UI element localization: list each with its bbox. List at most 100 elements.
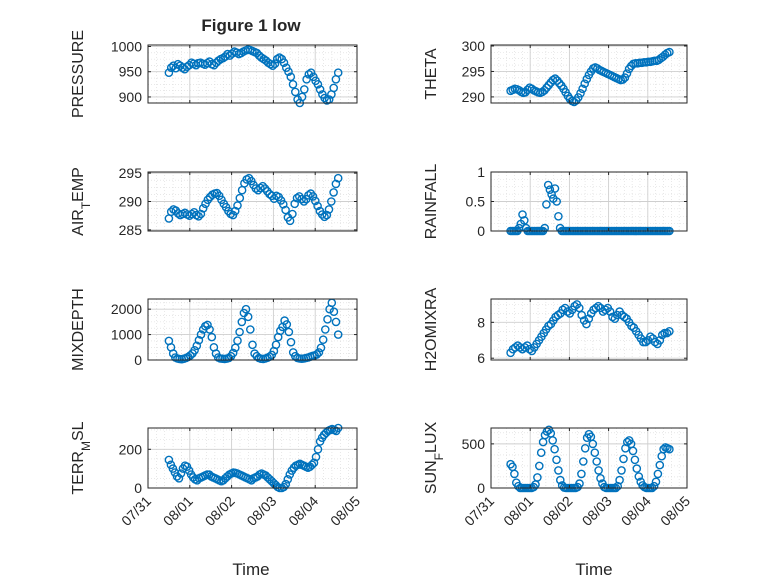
data-point: [333, 68, 343, 77]
data-point: [270, 59, 280, 69]
data-point: [306, 68, 316, 77]
data-point: [653, 469, 663, 479]
data-point: [630, 455, 640, 465]
data-point: [627, 321, 636, 331]
y-tick-label: 6: [477, 350, 485, 366]
data-point: [250, 349, 259, 358]
data-point: [214, 56, 223, 65]
data-point: [312, 350, 322, 359]
data-point: [284, 67, 293, 76]
data-point: [510, 469, 519, 479]
data-point: [166, 63, 176, 72]
data-point: [245, 325, 255, 334]
data-point: [333, 330, 343, 339]
data-point: [256, 183, 265, 193]
data-point: [286, 72, 296, 82]
data-point: [329, 188, 338, 197]
subplot-air-temp: 285 290 295 AIRTEMP: [70, 165, 358, 238]
data-point: [320, 93, 329, 103]
data-point: [235, 193, 245, 203]
data-point: [248, 340, 257, 350]
data-point: [622, 69, 632, 78]
data-point: [563, 307, 572, 316]
y-tick-label: 1: [477, 164, 485, 180]
data-point: [596, 473, 605, 483]
data-point: [297, 92, 307, 102]
y-axis-label: TERRMSL: [70, 421, 93, 494]
y-tick-label: 0.5: [466, 194, 486, 210]
data-point: [299, 197, 309, 206]
x-axis-label-right: Time: [575, 560, 612, 579]
data-point: [271, 340, 281, 350]
data-point: [578, 84, 587, 94]
data-point: [192, 341, 202, 351]
data-point: [594, 466, 603, 475]
data-point: [550, 74, 560, 83]
data-point: [313, 201, 322, 211]
data-point: [543, 180, 553, 190]
data-point: [660, 328, 669, 338]
data-point: [655, 460, 665, 470]
y-tick-label: 295: [462, 63, 486, 79]
data-point: [576, 89, 585, 98]
data-point: [233, 201, 242, 210]
data-point: [617, 466, 626, 475]
data-point: [556, 475, 565, 485]
data-point: [310, 196, 320, 206]
data-point: [309, 458, 319, 468]
data-point: [665, 47, 674, 57]
y-tick-label: 0: [134, 352, 142, 368]
data-point: [542, 200, 551, 209]
data-point: [569, 97, 579, 107]
data-point: [641, 337, 651, 347]
axes-box: [147, 44, 358, 104]
data-point: [550, 444, 559, 454]
data-point: [533, 473, 542, 482]
data-point: [615, 475, 624, 485]
y-tick-label: 900: [119, 89, 143, 105]
data-point: [288, 80, 298, 89]
data-point: [284, 327, 294, 337]
data-point: [230, 206, 240, 216]
data-point: [252, 48, 262, 58]
data-point: [279, 58, 289, 68]
data-point: [605, 307, 615, 316]
data-point: [520, 343, 530, 352]
axes-box: [147, 298, 358, 361]
data-point: [281, 205, 290, 215]
data-point: [205, 325, 214, 334]
data-point: [665, 326, 674, 336]
y-axis-label: MIXDEPTH: [70, 288, 87, 371]
data-point: [228, 348, 238, 358]
data-point: [207, 332, 217, 342]
data-point: [552, 455, 561, 465]
data-point: [297, 194, 306, 204]
data-point: [314, 348, 324, 357]
data-point: [588, 439, 598, 449]
data-point: [525, 344, 534, 354]
data-point: [320, 325, 330, 334]
data-point: [594, 301, 603, 311]
data-point: [324, 205, 334, 214]
data-point: [550, 184, 560, 193]
data-point: [593, 64, 602, 73]
data-point: [649, 481, 659, 491]
data-point: [268, 61, 278, 70]
data-point: [628, 446, 638, 456]
data-point: [552, 76, 562, 85]
y-tick-label: 200: [119, 441, 143, 457]
data-point: [233, 336, 242, 346]
data-point: [574, 93, 583, 102]
subplot-pressure: 900 950 1000 PRESSURE: [70, 30, 358, 118]
data-point: [660, 50, 670, 60]
y-tick-label: 1000: [111, 327, 142, 343]
data-point: [582, 74, 592, 84]
axes-box: [490, 44, 688, 104]
data-point: [658, 330, 667, 340]
data-point: [634, 472, 644, 481]
data-point: [320, 212, 329, 222]
data-point: [316, 343, 326, 353]
data-point: [198, 203, 208, 213]
data-point: [552, 197, 562, 206]
